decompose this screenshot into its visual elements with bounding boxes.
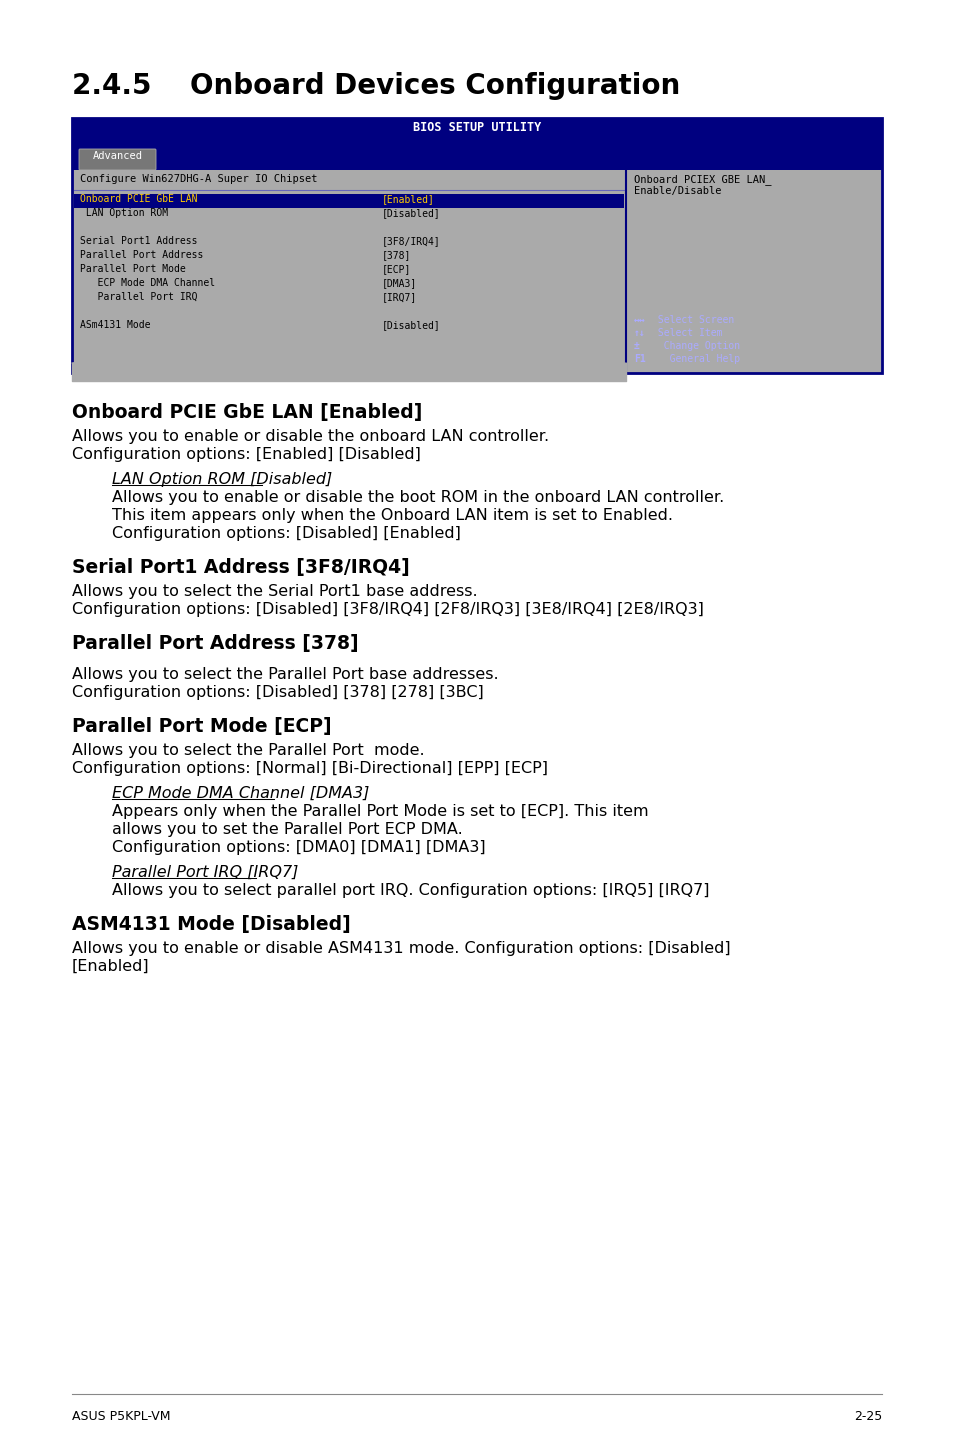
- Text: Enable/Disable: Enable/Disable: [634, 186, 720, 196]
- Text: F1: F1: [634, 354, 645, 364]
- Text: ASm4131 Mode: ASm4131 Mode: [80, 321, 151, 329]
- Text: [Enabled]: [Enabled]: [71, 959, 150, 974]
- Text: Configuration options: [DMA0] [DMA1] [DMA3]: Configuration options: [DMA0] [DMA1] [DM…: [112, 840, 485, 856]
- Text: ECP Mode DMA Channel [DMA3]: ECP Mode DMA Channel [DMA3]: [112, 787, 369, 801]
- Text: This item appears only when the Onboard LAN item is set to Enabled.: This item appears only when the Onboard …: [112, 508, 672, 523]
- Text: [378]: [378]: [382, 250, 411, 260]
- Bar: [625, 170, 882, 372]
- Text: ±: ±: [634, 341, 639, 351]
- Text: Allows you to select the Parallel Port  mode.: Allows you to select the Parallel Port m…: [71, 743, 424, 758]
- Text: Parallel Port Mode [ECP]: Parallel Port Mode [ECP]: [71, 718, 332, 736]
- Bar: [71, 118, 882, 148]
- Text: [IRQ7]: [IRQ7]: [382, 292, 417, 302]
- Text: Parallel Port IRQ: Parallel Port IRQ: [80, 292, 197, 302]
- Text: Configuration options: [Disabled] [Enabled]: Configuration options: [Disabled] [Enabl…: [112, 526, 460, 541]
- Bar: [71, 148, 882, 170]
- Text: Parallel Port Address [378]: Parallel Port Address [378]: [71, 634, 358, 653]
- Text: 2-25: 2-25: [853, 1411, 882, 1424]
- Text: Appears only when the Parallel Port Mode is set to [ECP]. This item: Appears only when the Parallel Port Mode…: [112, 804, 648, 820]
- Text: [DMA3]: [DMA3]: [382, 278, 417, 288]
- Text: LAN Option ROM [Disabled]: LAN Option ROM [Disabled]: [112, 472, 332, 487]
- Text: Advanced: Advanced: [92, 151, 143, 161]
- Text: [Disabled]: [Disabled]: [382, 321, 440, 329]
- Text: Change Option: Change Option: [651, 341, 740, 351]
- Text: ↔↔: ↔↔: [634, 315, 645, 325]
- Text: Configuration options: [Normal] [Bi-Directional] [EPP] [ECP]: Configuration options: [Normal] [Bi-Dire…: [71, 761, 547, 777]
- Text: Serial Port1 Address [3F8/IRQ4]: Serial Port1 Address [3F8/IRQ4]: [71, 558, 410, 577]
- Text: ECP Mode DMA Channel: ECP Mode DMA Channel: [80, 278, 214, 288]
- Text: Configure Win627DHG-A Super IO Chipset: Configure Win627DHG-A Super IO Chipset: [80, 174, 317, 184]
- Text: BIOS SETUP UTILITY: BIOS SETUP UTILITY: [413, 121, 540, 134]
- Text: [Enabled]: [Enabled]: [382, 194, 435, 204]
- Text: Allows you to enable or disable the onboard LAN controller.: Allows you to enable or disable the onbo…: [71, 429, 549, 444]
- Text: ASUS P5KPL-VM: ASUS P5KPL-VM: [71, 1411, 171, 1424]
- Text: Configuration options: [Enabled] [Disabled]: Configuration options: [Enabled] [Disabl…: [71, 447, 420, 462]
- Text: [ECP]: [ECP]: [382, 265, 411, 275]
- Text: Parallel Port IRQ [IRQ7]: Parallel Port IRQ [IRQ7]: [112, 866, 298, 880]
- Text: 2.4.5    Onboard Devices Configuration: 2.4.5 Onboard Devices Configuration: [71, 72, 679, 101]
- Text: ASM4131 Mode [Disabled]: ASM4131 Mode [Disabled]: [71, 915, 351, 935]
- Bar: [71, 170, 625, 372]
- Text: General Help: General Help: [651, 354, 740, 364]
- Text: Onboard PCIEX GBE LAN_: Onboard PCIEX GBE LAN_: [634, 174, 771, 186]
- Text: Serial Port1 Address: Serial Port1 Address: [80, 236, 197, 246]
- Text: [3F8/IRQ4]: [3F8/IRQ4]: [382, 236, 440, 246]
- Text: Configuration options: [Disabled] [378] [278] [3BC]: Configuration options: [Disabled] [378] …: [71, 684, 483, 700]
- Text: [Disabled]: [Disabled]: [382, 209, 440, 219]
- Bar: [74, 194, 623, 209]
- Text: Parallel Port Address: Parallel Port Address: [80, 250, 203, 260]
- Text: Select Item: Select Item: [651, 328, 721, 338]
- Text: Allows you to select the Serial Port1 base address.: Allows you to select the Serial Port1 ba…: [71, 584, 477, 600]
- Text: Configuration options: [Disabled] [3F8/IRQ4] [2F8/IRQ3] [3E8/IRQ4] [2E8/IRQ3]: Configuration options: [Disabled] [3F8/I…: [71, 603, 703, 617]
- Text: Allows you to enable or disable ASM4131 mode. Configuration options: [Disabled]: Allows you to enable or disable ASM4131 …: [71, 940, 730, 956]
- Bar: [71, 118, 882, 372]
- Text: Allows you to select the Parallel Port base addresses.: Allows you to select the Parallel Port b…: [71, 667, 498, 682]
- Text: Parallel Port Mode: Parallel Port Mode: [80, 265, 186, 275]
- Text: allows you to set the Parallel Port ECP DMA.: allows you to set the Parallel Port ECP …: [112, 823, 462, 837]
- Text: LAN Option ROM: LAN Option ROM: [80, 209, 168, 219]
- Text: Select Screen: Select Screen: [651, 315, 734, 325]
- Text: Allows you to select parallel port IRQ. Configuration options: [IRQ5] [IRQ7]: Allows you to select parallel port IRQ. …: [112, 883, 709, 897]
- Text: Onboard PCIE GbE LAN: Onboard PCIE GbE LAN: [80, 194, 197, 204]
- Text: ↑↓: ↑↓: [634, 328, 645, 338]
- FancyBboxPatch shape: [79, 150, 156, 170]
- Text: Onboard PCIE GbE LAN [Enabled]: Onboard PCIE GbE LAN [Enabled]: [71, 403, 422, 421]
- Text: Allows you to enable or disable the boot ROM in the onboard LAN controller.: Allows you to enable or disable the boot…: [112, 490, 723, 505]
